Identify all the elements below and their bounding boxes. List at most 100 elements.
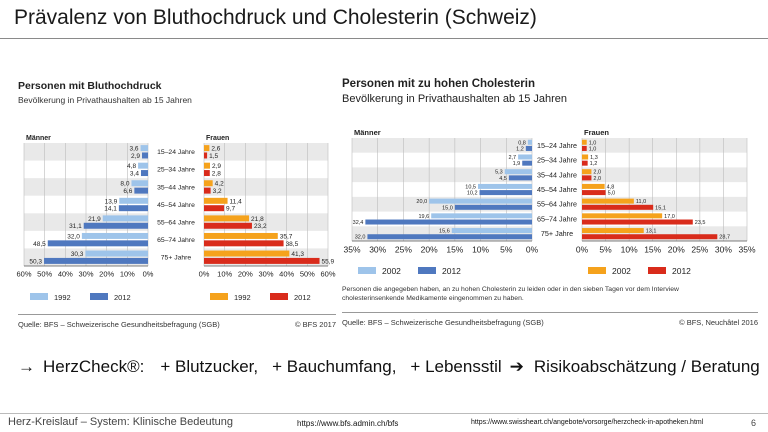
value-label-women: 55,9 <box>322 258 335 265</box>
value-label-women: 4,8 <box>607 184 615 190</box>
bar-men-2012 <box>140 170 148 177</box>
x-tick-label-women: 5% <box>599 245 612 255</box>
bar-men-2012 <box>508 175 532 181</box>
value-label-women: 3,2 <box>213 188 222 195</box>
x-tick-label-women: 0% <box>199 270 210 279</box>
bar-women-1992 <box>204 232 278 239</box>
herzcheck-item: + Blutzucker, <box>160 357 259 376</box>
herzcheck-item: + Bauchumfang, <box>272 357 397 376</box>
x-tick-label-women: 50% <box>300 270 315 279</box>
x-tick-label-women: 20% <box>238 270 253 279</box>
value-label-women: 35,7 <box>280 233 293 240</box>
category-label: 35–44 Jahre <box>537 170 577 179</box>
legend-label-men: 1992 <box>54 293 71 302</box>
x-tick-label-women: 10% <box>621 245 638 255</box>
bar-men-1992 <box>81 232 148 239</box>
x-tick-label-women: 10% <box>217 270 232 279</box>
value-label-men: 19,6 <box>418 214 429 220</box>
footer-link-swissheart[interactable]: https://www.swissheart.ch/angebote/vorso… <box>471 419 704 426</box>
value-label-men: 1,2 <box>516 146 524 152</box>
legend-label-men: 2002 <box>382 266 401 276</box>
category-label: 15–24 Jahre <box>157 149 195 156</box>
legend-label-women: 2012 <box>672 266 691 276</box>
value-label-men: 30,3 <box>71 251 84 258</box>
bar-women-2012 <box>204 240 284 247</box>
women-label: Frauen <box>206 135 229 142</box>
value-label-men: 32,4 <box>353 220 364 226</box>
value-label-women: 23,5 <box>695 220 706 226</box>
women-label: Frauen <box>584 128 609 137</box>
legend-swatch-women <box>210 293 228 300</box>
x-tick-label-men: 20% <box>99 270 114 279</box>
value-label-men: 10,2 <box>467 191 478 197</box>
bar-men-2012 <box>118 205 148 212</box>
bar-women-2012 <box>582 190 606 196</box>
value-label-men: 3,6 <box>130 146 139 153</box>
bar-women-2012 <box>582 160 588 166</box>
legend-label-women: 1992 <box>234 293 251 302</box>
value-label-men: 32,0 <box>67 233 80 240</box>
bar-women-1992 <box>204 197 228 204</box>
bar-men-2002 <box>431 213 532 219</box>
value-label-men: 20,0 <box>416 199 427 205</box>
value-label-women: 2,0 <box>593 176 601 182</box>
legend-label-women: 2002 <box>612 266 631 276</box>
bar-women-2002 <box>582 183 605 189</box>
value-label-women: 2,8 <box>212 171 221 178</box>
bar-men-2012 <box>142 152 148 159</box>
legend-swatch-men <box>418 267 436 274</box>
x-tick-label-men: 15% <box>446 245 463 255</box>
chart-bottom-divider <box>18 314 336 315</box>
value-label-men: 4,5 <box>499 176 507 182</box>
bar-men-2012 <box>44 257 148 264</box>
bar-women-2012 <box>204 205 225 212</box>
legend-swatch-men <box>358 267 376 274</box>
x-tick-label-men: 40% <box>58 270 73 279</box>
x-tick-label-men: 0% <box>143 270 154 279</box>
legend-label-men: 2012 <box>114 293 131 302</box>
bar-women-1992 <box>204 162 210 169</box>
bar-women-2012 <box>582 204 654 210</box>
bar-men-1992 <box>131 180 148 187</box>
legend-swatch-men <box>30 293 48 300</box>
legend-swatch-men <box>90 293 108 300</box>
legend-swatch-women <box>588 267 606 274</box>
chart-subtitle: Bevölkerung in Privathaushalten ab 15 Ja… <box>18 95 192 105</box>
row-band <box>582 138 747 153</box>
category-label: 45–54 Jahre <box>537 185 577 194</box>
value-label-women: 1,3 <box>590 155 598 161</box>
category-label: 55–64 Jahre <box>157 219 195 226</box>
value-label-men: 21,9 <box>88 216 101 223</box>
value-label-women: 17,0 <box>664 214 675 220</box>
value-label-women: 38,5 <box>286 241 299 248</box>
bar-women-2012 <box>582 219 693 225</box>
value-label-men: 6,6 <box>123 188 132 195</box>
legend-swatch-women <box>270 293 288 300</box>
value-label-men: 13,9 <box>105 198 118 205</box>
bar-men-1992 <box>119 197 148 204</box>
bar-women-2012 <box>582 234 718 240</box>
men-label: Männer <box>354 128 381 137</box>
chart-subtitle: Bevölkerung in Privathaushalten ab 15 Ja… <box>342 93 568 105</box>
page-number: 6 <box>751 418 757 428</box>
chart-copyright: © BFS 2017 <box>295 320 336 329</box>
x-tick-label-women: 25% <box>691 245 708 255</box>
x-tick-label-men: 10% <box>120 270 135 279</box>
value-label-men: 4,8 <box>127 163 136 170</box>
chart-svg-bluthochdruck: Männer Frauen 60% 0% 50% 10% 40% 20% 30% 30% 20% 40… <box>16 135 335 302</box>
x-tick-label-men: 60% <box>16 270 31 279</box>
category-label: 15–24 Jahre <box>537 141 577 150</box>
footer-link-bfs[interactable]: https://www.bfs.admin.ch/bfs <box>297 419 399 428</box>
value-label-women: 1,0 <box>589 146 597 152</box>
value-label-men: 2,7 <box>508 155 516 161</box>
category-label: 75+ Jahre <box>541 229 573 238</box>
bar-women-2012 <box>582 175 592 181</box>
bar-women-2002 <box>582 213 663 219</box>
bar-men-2002 <box>504 169 532 175</box>
bar-men-2012 <box>525 145 532 151</box>
bar-men-2002 <box>451 228 532 234</box>
value-label-men: 10,5 <box>465 184 476 190</box>
value-label-women: 41,3 <box>291 251 304 258</box>
value-label-women: 11,0 <box>636 199 646 205</box>
x-tick-label-men: 50% <box>37 270 52 279</box>
